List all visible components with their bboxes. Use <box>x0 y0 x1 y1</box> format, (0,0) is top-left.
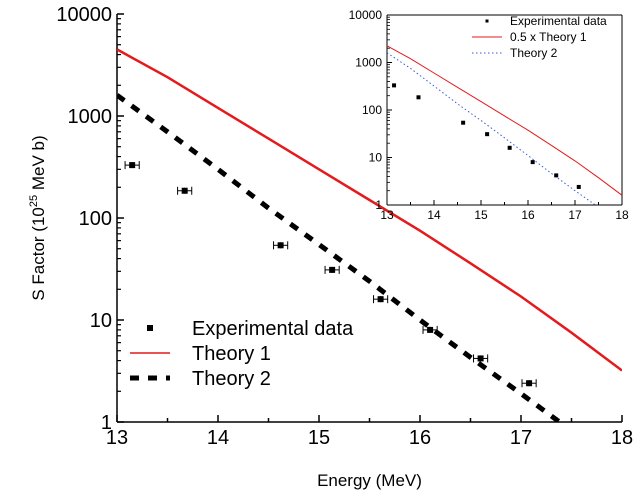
x-tick-label: 16 <box>521 208 535 222</box>
legend-label: Theory 1 <box>192 343 271 365</box>
x-tick-label: 13 <box>106 427 128 449</box>
x-tick-label: 15 <box>474 208 488 222</box>
y-tick-label: 1 <box>101 412 112 434</box>
theory-2-line <box>387 52 597 205</box>
marker <box>329 266 336 273</box>
experimental-point <box>554 173 559 178</box>
experimental-point <box>461 120 466 125</box>
experimental-point <box>324 265 340 274</box>
experimental-point <box>485 132 490 137</box>
experimental-point <box>373 295 389 304</box>
marker <box>485 132 490 137</box>
x-tick-label: 13 <box>380 208 394 222</box>
marker <box>461 120 466 125</box>
legend-label: Experimental data <box>192 318 354 340</box>
y-tick-label: 10000 <box>349 8 383 22</box>
marker <box>576 184 581 189</box>
marker <box>129 162 136 169</box>
legend-label: Theory 2 <box>192 368 271 390</box>
main-plot: 13 14 15 16 17 18 1 10 100 1000 10000 Experimental … <box>28 4 633 490</box>
y-axis-title-prefix: S Factor (10 <box>29 207 48 301</box>
0-5-x-theory-1-line <box>387 45 622 196</box>
theory-1-line <box>117 48 622 372</box>
marker <box>507 145 512 150</box>
y-tick-label: 10 <box>369 151 383 165</box>
experimental-point <box>507 145 512 150</box>
experimental-point <box>177 186 193 195</box>
legend-marker-experimental <box>147 325 153 331</box>
x-tick-label: 14 <box>207 427 229 449</box>
marker <box>377 296 384 303</box>
experimental-point <box>416 95 421 100</box>
x-tick-label: 18 <box>611 427 633 449</box>
experimental-point <box>521 379 537 388</box>
experimental-point <box>392 83 397 88</box>
y-tick-label: 10 <box>90 310 112 332</box>
x-tick-label: 15 <box>308 427 330 449</box>
y-tick-label: 10000 <box>56 4 112 26</box>
x-tick-label: 18 <box>615 208 629 222</box>
marker <box>530 160 535 165</box>
marker <box>277 242 284 249</box>
y-tick-label: 100 <box>79 208 112 230</box>
marker <box>554 173 559 178</box>
experimental-point <box>422 325 438 334</box>
x-axis-title: Energy (MeV) <box>317 471 422 490</box>
inset-legend: Experimental data 0.5 x Theory 1 Theory 2 <box>472 14 607 60</box>
theory-2-line <box>117 93 564 422</box>
x-tick-label: 16 <box>409 427 431 449</box>
legend-label: Theory 2 <box>510 46 558 60</box>
legend-label: Experimental data <box>510 14 607 28</box>
legend-label: 0.5 x Theory 1 <box>510 30 587 44</box>
plot-area <box>387 45 622 205</box>
experimental-point <box>576 184 581 189</box>
experimental-point <box>273 241 289 250</box>
marker <box>427 326 434 333</box>
y-tick-label: 1 <box>375 198 382 212</box>
y-axis-title: S Factor (1025 MeV b) <box>28 135 48 300</box>
y-tick-label: 100 <box>362 103 382 117</box>
plot-area <box>117 48 622 422</box>
marker <box>526 380 533 387</box>
marker <box>416 95 421 100</box>
marker <box>392 83 397 88</box>
experimental-point <box>124 161 140 170</box>
x-tick-label: 17 <box>568 208 582 222</box>
y-tick-label: 1000 <box>355 56 382 70</box>
inset-background <box>387 15 622 205</box>
y-tick-label: 1000 <box>68 106 113 128</box>
experimental-point <box>473 354 489 363</box>
x-tick-label: 14 <box>427 208 441 222</box>
marker <box>477 355 484 362</box>
y-axis-title-exponent: 25 <box>28 195 40 207</box>
inset-plot: 13 14 15 16 17 18 1 10 100 1000 10000 Experimental … <box>349 8 629 222</box>
legend-marker-experimental <box>485 19 489 23</box>
experimental-point <box>530 160 535 165</box>
x-tick-label: 17 <box>510 427 532 449</box>
marker <box>181 187 188 194</box>
y-axis-title-suffix: MeV b) <box>29 135 48 195</box>
main-legend: Experimental data Theory 1 Theory 2 <box>130 318 354 390</box>
